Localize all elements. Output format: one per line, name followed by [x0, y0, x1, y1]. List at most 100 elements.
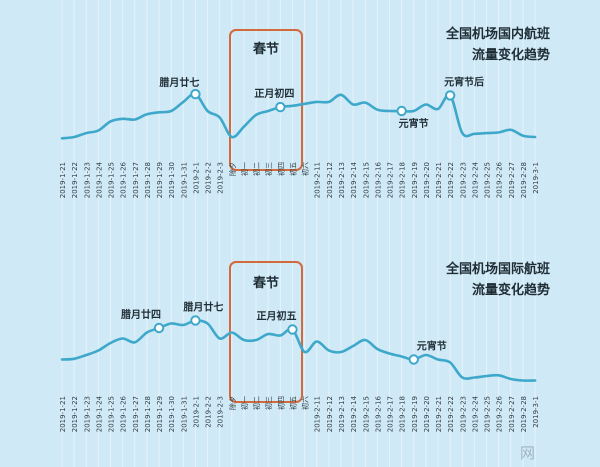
x-tick-label: 初二: [252, 396, 261, 410]
data-point: [109, 120, 111, 122]
x-tick-label: 初三: [264, 396, 273, 410]
x-tick-label: 2019-2-3: [217, 162, 225, 194]
x-tick-label: 2019-2-22: [447, 162, 455, 198]
data-point: [146, 113, 148, 115]
x-tick-label: 2019-2-24: [471, 161, 479, 198]
x-tick-label: 2019-2-21: [435, 396, 443, 432]
data-point: [364, 339, 366, 341]
data-point: [510, 378, 512, 380]
chart-title-line: 全国机场国际航班: [445, 261, 550, 277]
data-point: [473, 376, 475, 378]
x-tick-label: 2019-2-18: [399, 396, 407, 432]
x-tick-label: 2019-2-12: [326, 162, 334, 198]
x-tick-label: 2019-3-1: [532, 162, 540, 194]
annotation-label: 元宵节后: [444, 75, 484, 88]
annotation-label: 正月初四: [254, 87, 294, 100]
x-tick-label: 2019-2-25: [484, 162, 492, 198]
data-point: [267, 110, 269, 112]
data-point: [534, 379, 536, 381]
x-tick-label: 2019-2-26: [496, 395, 504, 432]
data-point: [388, 110, 390, 112]
data-point: [255, 114, 257, 116]
data-point: [534, 136, 536, 138]
data-point: [158, 111, 160, 113]
x-tick-label: 2019-2-15: [362, 162, 370, 198]
x-tick-label: 除夕: [228, 162, 237, 176]
data-point: [73, 358, 75, 360]
x-tick-label: 2019-2-3: [217, 396, 225, 428]
data-point: [243, 339, 245, 341]
data-point: [85, 354, 87, 356]
annotation-label: 元宵节: [399, 117, 429, 130]
data-point: [461, 376, 463, 378]
data-point: [121, 118, 123, 120]
x-tick-label: 2019-2-1: [192, 162, 200, 194]
data-point: [437, 358, 439, 360]
annotation-marker: [396, 105, 407, 117]
data-point: [267, 333, 269, 335]
data-point: [473, 133, 475, 135]
x-tick-label: 2019-2-27: [508, 162, 516, 198]
data-point: [352, 345, 354, 347]
data-point: [97, 129, 99, 131]
x-tick-label: 2019-1-30: [168, 162, 176, 198]
x-tick-label: 2019-2-15: [362, 396, 370, 432]
data-point: [316, 101, 318, 103]
x-tick-label: 2019-1-31: [180, 396, 188, 432]
data-point: [97, 349, 99, 351]
x-tick-label: 2019-1-22: [71, 396, 79, 432]
x-tick-label: 2019-2-23: [459, 396, 467, 432]
data-point: [522, 135, 524, 137]
x-tick-label: 2019-2-18: [399, 162, 407, 198]
annotation-marker: [275, 101, 286, 113]
data-point: [255, 339, 257, 341]
x-tick-label: 2019-2-17: [387, 162, 395, 198]
data-point: [364, 101, 366, 103]
x-tick-label: 2019-2-19: [411, 396, 419, 432]
x-tick-label: 2019-2-24: [471, 395, 479, 432]
x-tick-label: 2019-2-28: [520, 162, 528, 198]
x-tick-label: 2019-2-11: [314, 396, 322, 432]
annotation-marker: [444, 90, 456, 101]
x-tick-label: 2019-1-21: [59, 396, 67, 432]
data-point: [182, 101, 184, 103]
data-point: [279, 334, 281, 336]
x-tick-label: 2019-2-25: [484, 396, 492, 432]
x-tick-label: 2019-1-28: [144, 162, 152, 198]
data-point: [510, 129, 512, 131]
annotation-label: 腊月廿四: [121, 308, 161, 321]
data-point: [206, 322, 208, 324]
series-line: [60, 92, 537, 140]
x-tick-label: 2019-1-26: [120, 395, 128, 432]
data-point: [170, 110, 172, 112]
x-tick-label: 2019-2-13: [338, 396, 346, 432]
data-point: [146, 331, 148, 333]
x-tick-label: 2019-1-25: [108, 162, 116, 198]
x-tick-label: 初二: [252, 162, 261, 176]
data-point: [497, 374, 499, 376]
x-tick-label: 初五: [288, 162, 297, 176]
data-point: [449, 361, 451, 363]
x-tick-label: 2019-2-20: [423, 162, 431, 198]
data-point: [73, 136, 75, 138]
x-tick-label: 初六: [301, 396, 310, 410]
data-point: [340, 351, 342, 353]
x-tick-label: 2019-1-21: [59, 162, 67, 198]
annotation-label: 腊月廿七: [159, 76, 199, 89]
data-point: [218, 337, 220, 339]
x-tick-label: 初四: [276, 396, 285, 410]
data-point: [388, 352, 390, 354]
x-tick-label: 2019-2-11: [314, 162, 322, 198]
x-tick-label: 2019-1-29: [156, 162, 164, 198]
x-tick-label: 2019-2-27: [508, 396, 516, 432]
annotation-label: 元宵节: [417, 340, 447, 353]
data-point: [437, 108, 439, 110]
data-point: [170, 322, 172, 324]
data-point: [328, 101, 330, 103]
data-point: [134, 118, 136, 120]
x-tick-label: 2019-2-26: [496, 161, 504, 198]
x-tick-label: 2019-1-26: [120, 161, 128, 198]
annotation-marker: [190, 88, 201, 100]
